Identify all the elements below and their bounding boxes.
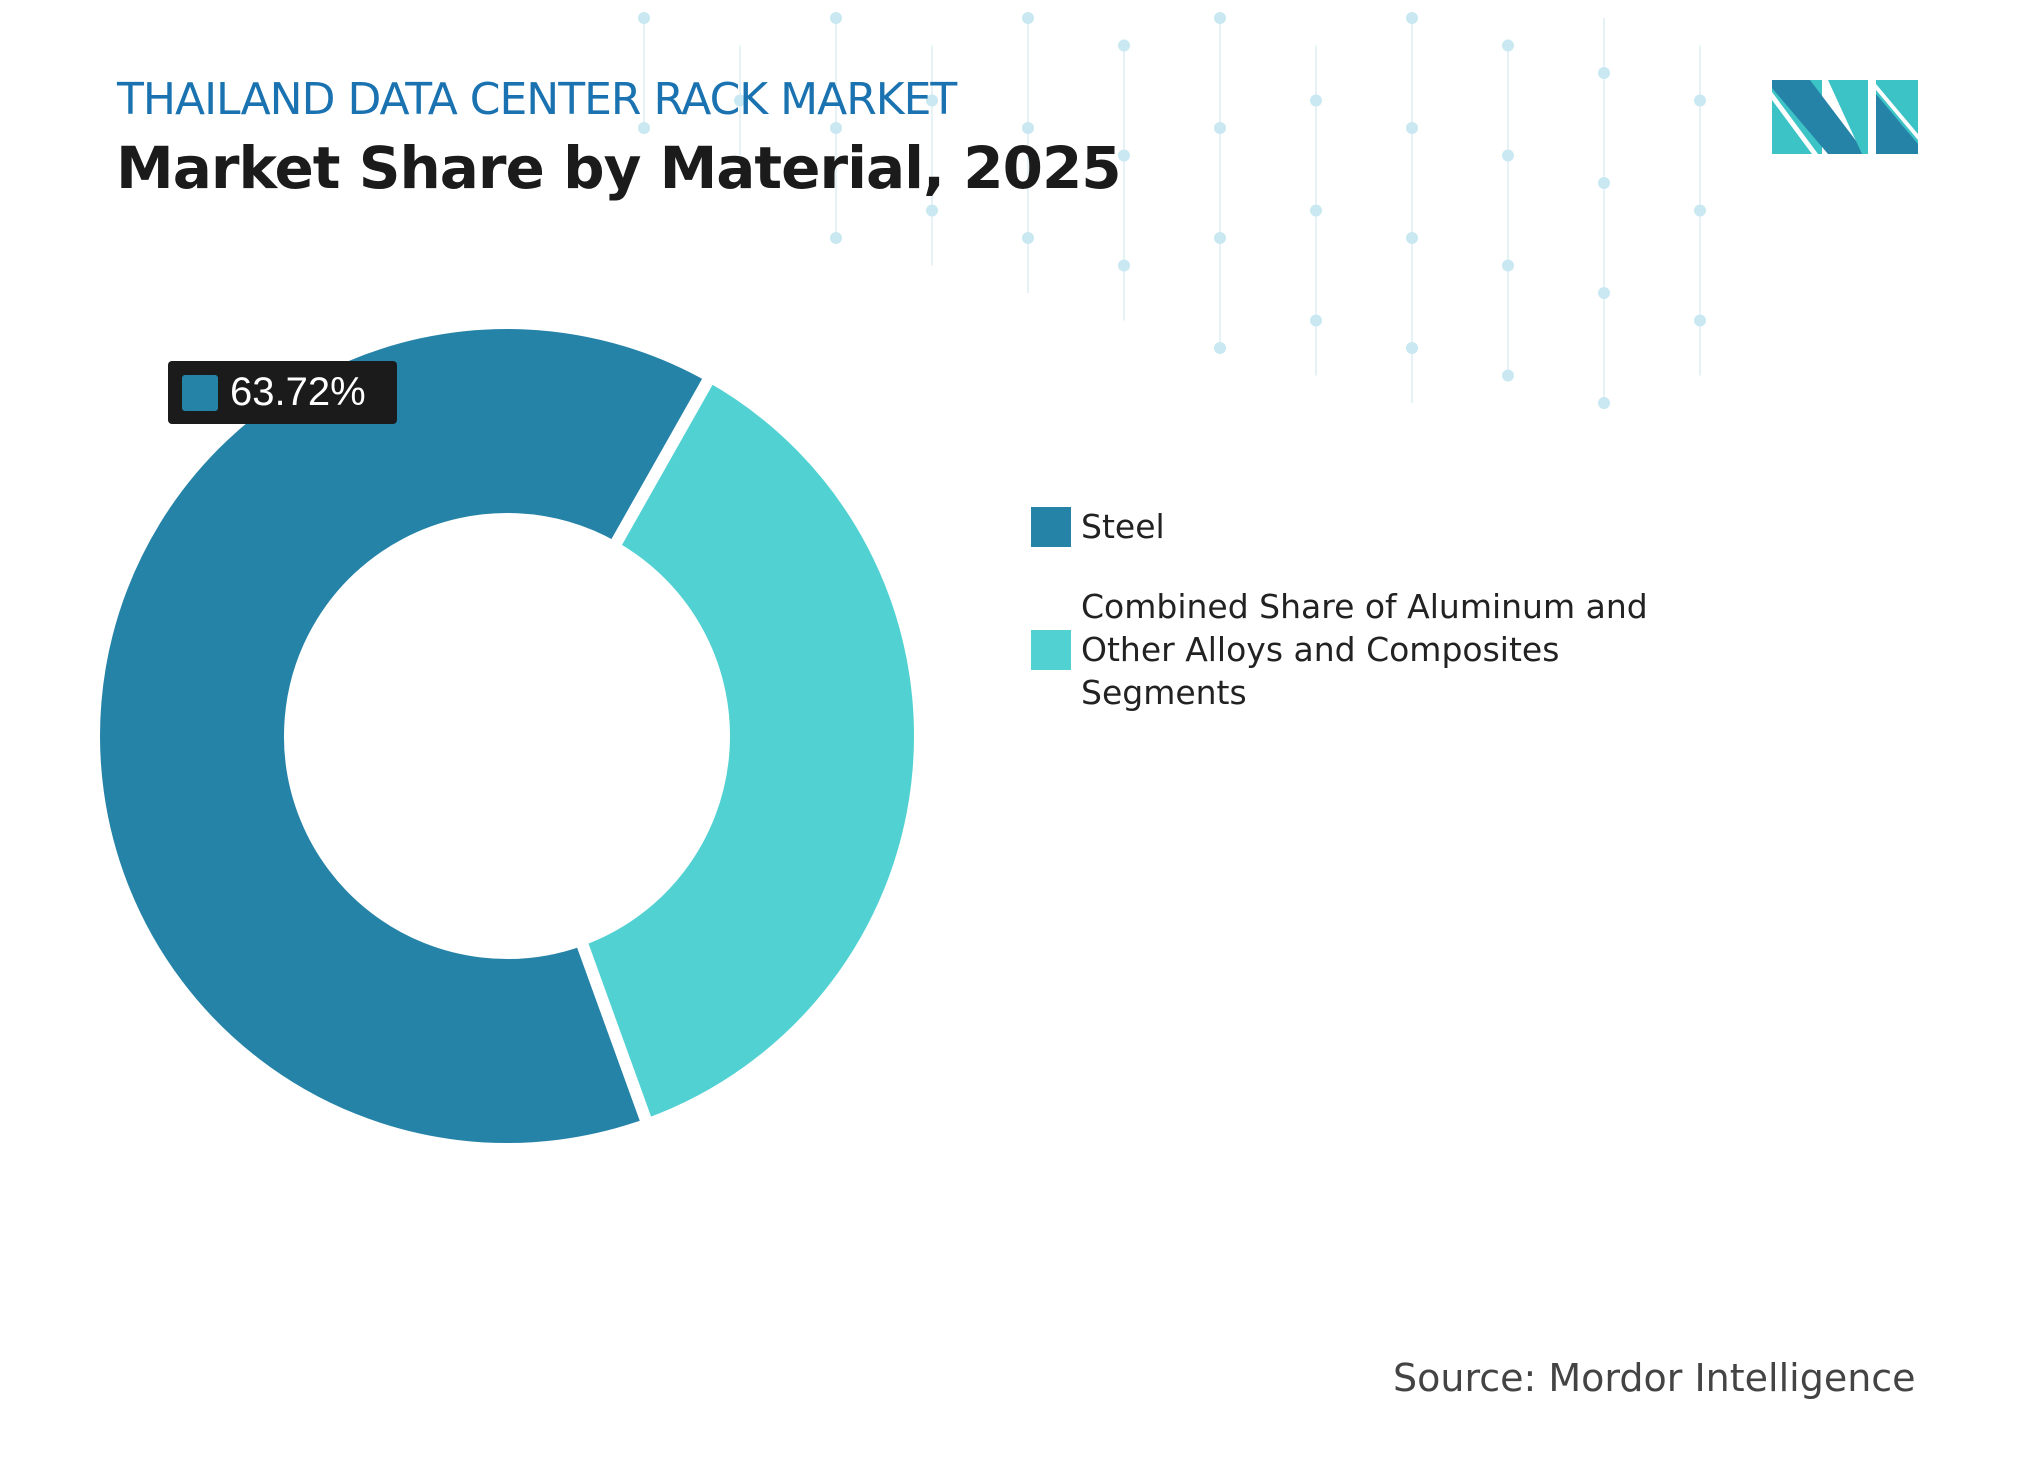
pattern-node [1310, 314, 1322, 327]
source-note: Source: Mordor Intelligence [1393, 1356, 1916, 1400]
pattern-node [1118, 259, 1130, 272]
legend-swatch [1031, 629, 1071, 670]
pattern-node [1598, 287, 1610, 299]
pattern-node [1598, 67, 1610, 79]
pattern-node [1118, 149, 1130, 162]
pattern-node [926, 94, 938, 107]
pattern-node [1694, 204, 1706, 217]
chart-subtitle: THAILAND DATA CENTER RACK MARKET [117, 74, 957, 125]
pattern-node [1502, 149, 1514, 162]
pattern-node [1406, 232, 1418, 244]
pattern-node [1694, 314, 1706, 327]
pattern-node [1214, 12, 1226, 24]
legend-item-aluminum-others: Combined Share of Aluminum and Other All… [1031, 585, 1671, 714]
data-label-swatch [182, 374, 218, 411]
pattern-node [1310, 94, 1322, 107]
pattern-node [638, 12, 650, 24]
legend-label: Steel [1081, 507, 1165, 546]
pattern-node [1022, 122, 1034, 134]
pattern-node [1022, 12, 1034, 24]
pattern-node [1406, 122, 1418, 134]
pattern-node [638, 122, 650, 134]
legend-item-steel: Steel [1031, 505, 1731, 548]
legend-swatch [1031, 506, 1071, 547]
donut-slice-aluminum-others [573, 368, 926, 1133]
data-label-text: 63.72% [230, 370, 366, 414]
donut-slice-steel [88, 317, 719, 1155]
chart-title: Market Share by Material, 2025 [116, 134, 1122, 202]
pattern-node [1502, 39, 1514, 52]
pattern-node [734, 94, 746, 107]
data-label-steel: 63.72% [168, 361, 397, 424]
donut-chart [88, 317, 926, 1155]
pattern-node [926, 204, 938, 217]
mordor-intelligence-logo [1772, 80, 1918, 154]
pattern-node [1406, 342, 1418, 354]
pattern-node [1502, 259, 1514, 272]
pattern-node [1214, 342, 1226, 354]
pattern-node [1502, 369, 1514, 382]
pattern-node [1694, 94, 1706, 107]
pattern-node [1406, 12, 1418, 24]
pattern-node [1022, 232, 1034, 244]
pattern-node [1598, 177, 1610, 189]
pattern-node [830, 232, 842, 244]
pattern-node [1118, 39, 1130, 52]
pattern-node [830, 122, 842, 134]
background-network-pattern [638, 12, 1706, 409]
pattern-node [830, 12, 842, 24]
pattern-node [1214, 232, 1226, 244]
pattern-node [1310, 204, 1322, 217]
pattern-node [1214, 122, 1226, 134]
legend-label: Combined Share of Aluminum and Other All… [1081, 587, 1648, 712]
pattern-node [1598, 397, 1610, 409]
